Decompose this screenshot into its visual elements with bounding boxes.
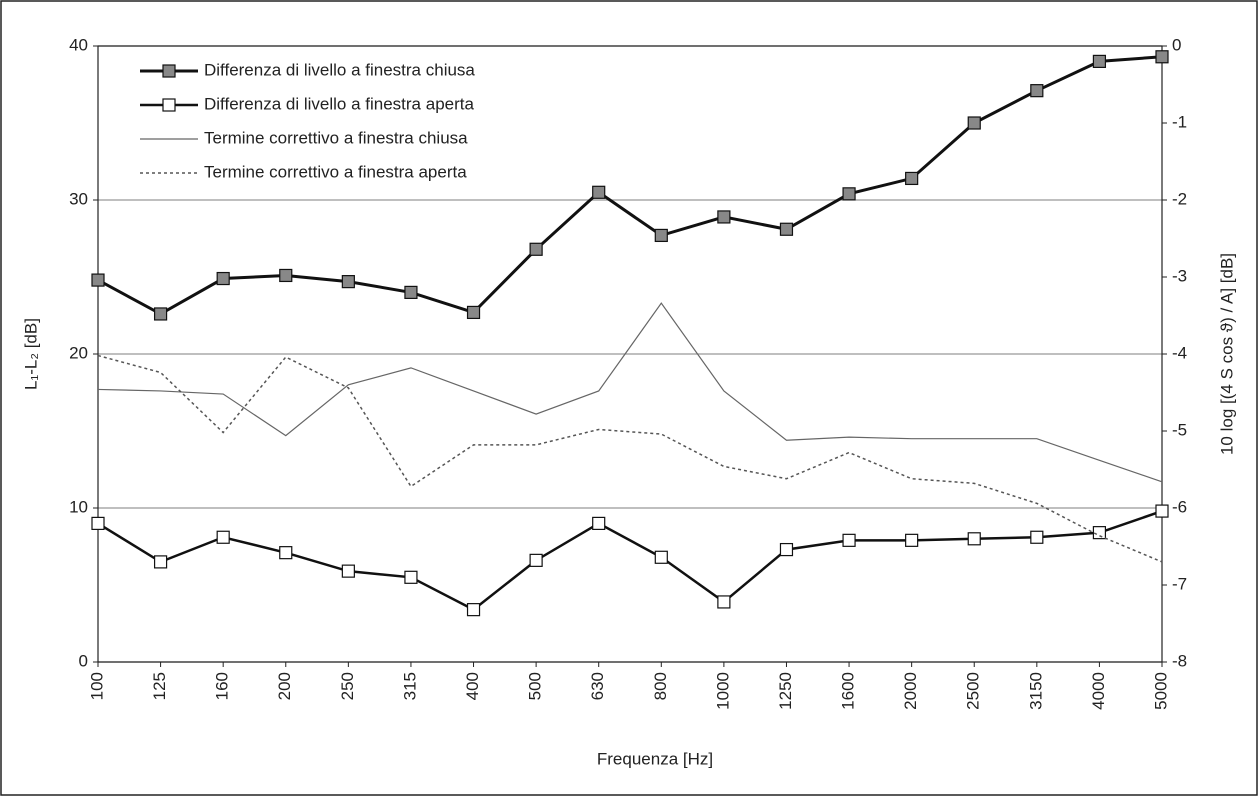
marker [91,516,105,531]
y2-tick-label: -4 [1172,343,1187,362]
y2-tick-label: 0 [1172,35,1181,54]
marker [967,532,981,546]
marker [779,222,794,236]
marker [216,530,230,544]
x-tick-label: 800 [651,672,670,700]
x-tick-label: 3150 [1026,672,1045,710]
marker [905,171,919,186]
x-tick-label: 500 [526,672,545,700]
marker [592,516,606,531]
marker [1030,84,1044,98]
legend-marker [162,64,176,78]
y-tick-label: 30 [69,189,88,208]
marker [592,185,606,199]
x-tick-label: 630 [588,672,607,700]
legend-marker [162,98,176,112]
x-tick-label: 2500 [964,672,983,710]
marker [529,242,543,256]
x-tick-label: 315 [400,672,419,700]
plot-area [97,45,1163,663]
y2-tick-label: -1 [1172,112,1187,131]
marker [1030,530,1044,544]
x-tick-label: 400 [463,672,482,700]
y2-tick-label: -7 [1172,574,1187,593]
y2-tick-label: -6 [1172,497,1187,516]
x-tick-label: 4000 [1089,672,1108,710]
y2-tick-label: -5 [1172,420,1187,439]
marker [1092,526,1107,540]
series-line [97,55,1163,316]
x-tick-label: 5000 [1151,672,1170,710]
x-tick-label: 1250 [776,672,795,710]
marker [153,307,168,321]
x-tick-label: 160 [213,672,232,700]
marker [341,275,355,289]
series-line [97,509,1163,612]
y2-axis-label: 10 log [(4 S cos ϑ) / A] [dB] [1217,253,1236,455]
series-line [97,302,1163,483]
marker [1155,504,1169,518]
marker [91,273,105,287]
marker [717,595,731,609]
x-axis-label: Frequenza [Hz] [597,749,713,768]
y2-tick-label: -3 [1172,266,1187,285]
y2-tick-label: -2 [1172,189,1187,208]
marker [654,228,668,243]
marker [717,210,731,224]
x-tick-label: 100 [87,672,106,700]
marker [341,564,355,578]
marker [404,570,418,584]
marker [842,533,856,547]
x-tick-label: 250 [338,672,357,700]
marker [279,546,293,560]
marker [153,555,168,569]
marker [529,553,543,567]
x-tick-label: 125 [150,672,169,700]
marker [1092,54,1107,69]
y-tick-label: 40 [69,35,88,54]
marker [654,550,668,564]
marker [279,268,293,283]
marker [216,271,230,286]
legend-label: Differenza di livello a finestra chiusa [204,60,475,79]
marker [842,187,856,201]
y-tick-label: 10 [69,497,88,516]
marker [404,285,418,299]
marker [466,603,481,617]
series-line [97,354,1163,563]
marker [466,305,481,320]
x-tick-label: 1600 [839,672,858,710]
marker [1155,50,1169,64]
legend-label: Termine correttivo a finestra aperta [204,162,467,181]
marker [967,116,981,130]
legend-label: Differenza di livello a finestra aperta [204,94,474,113]
legend-label: Termine correttivo a finestra chiusa [204,128,468,147]
y2-tick-label: -8 [1172,651,1187,670]
marker [779,542,794,557]
x-tick-label: 2000 [901,672,920,710]
y-tick-label: 20 [69,343,88,362]
y-axis-label: L₁-L₂ [dB] [21,318,40,390]
x-tick-label: 200 [275,672,294,700]
x-tick-label: 1000 [713,672,732,710]
y-tick-label: 0 [79,651,88,670]
marker [905,533,919,547]
